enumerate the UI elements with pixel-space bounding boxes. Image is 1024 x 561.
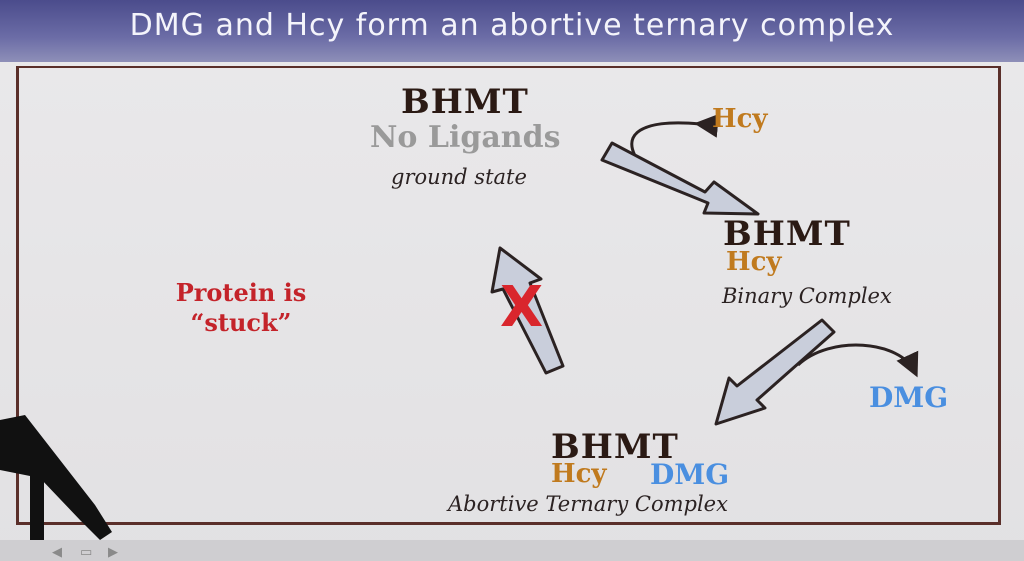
ternary-ligand-hcy: Hcy <box>551 459 607 489</box>
slide-title: DMG and Hcy form an abortive ternary com… <box>129 8 895 43</box>
ground-state-ligands: No Ligands <box>370 120 561 155</box>
dmg-input-label: DMG <box>869 381 949 414</box>
diagram-frame <box>16 66 1001 525</box>
ground-state-label: ground state <box>391 165 527 189</box>
arrow-ground-to-binary <box>600 141 760 216</box>
dmg-entry-curve <box>796 343 919 378</box>
next-slide-icon[interactable]: ▶ <box>108 545 118 560</box>
blocked-x-mark: X <box>500 275 544 340</box>
prev-slide-icon[interactable]: ◀ <box>52 545 62 560</box>
ternary-ligand-dmg: DMG <box>650 458 730 491</box>
ternary-label: Abortive Ternary Complex <box>448 492 728 516</box>
slide-title-bar: DMG and Hcy form an abortive ternary com… <box>0 0 1024 62</box>
binary-ligand: Hcy <box>726 247 782 277</box>
stuck-note-line2: “stuck” <box>190 308 292 337</box>
stuck-note-line1: Protein is <box>175 278 307 307</box>
microphone-icon <box>0 415 112 561</box>
binary-label: Binary Complex <box>722 284 892 308</box>
ternary-protein: BHMT <box>551 427 679 467</box>
slide-menu-icon[interactable]: ▭ <box>80 545 93 560</box>
stuck-note: Protein is “stuck” <box>152 278 330 338</box>
slide-canvas <box>0 62 1024 561</box>
binary-protein: BHMT <box>723 214 851 254</box>
presentation-control-strip <box>0 540 1024 561</box>
ground-state-protein: BHMT <box>401 82 529 122</box>
arrow-blocked-return <box>490 246 565 375</box>
hcy-input-label: Hcy <box>712 104 768 134</box>
arrow-binary-to-ternary <box>714 318 836 426</box>
